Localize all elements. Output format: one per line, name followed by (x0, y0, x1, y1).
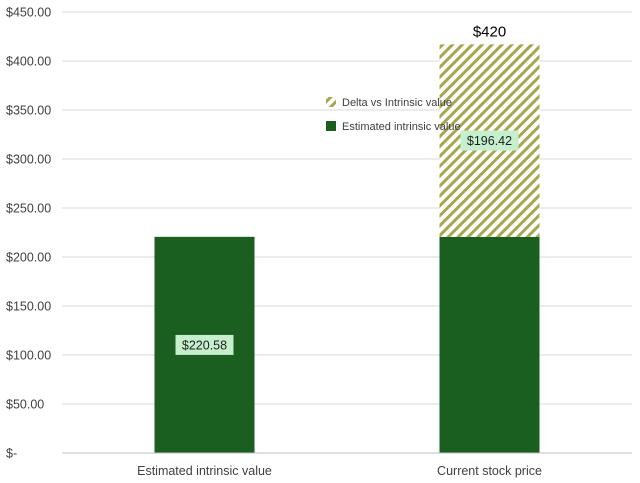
legend-swatch (326, 97, 336, 107)
data-labels: $220.58 $196.42 $420 (175, 23, 519, 355)
x-category-label: Current stock price (437, 464, 542, 478)
bar-segment (439, 236, 540, 453)
y-tick-label: $50.00 (6, 398, 44, 412)
y-tick-label: $- (6, 447, 17, 461)
data-label-background (175, 334, 234, 355)
y-tick-label: $450.00 (6, 6, 51, 20)
y-axis-ticks: $- $50.00 $100.00 $150.00 $200.00 $250.00 $300… (6, 6, 51, 461)
y-tick-label: $200.00 (6, 251, 51, 265)
y-tick-label: $300.00 (6, 153, 51, 167)
y-tick-label: $350.00 (6, 104, 51, 118)
y-tick-label: $400.00 (6, 55, 51, 69)
y-tick-label: $250.00 (6, 202, 51, 216)
legend-label: Estimated intrinsic value (342, 121, 461, 133)
total-label: $420 (473, 23, 506, 40)
legend-swatch (326, 121, 336, 131)
legend: Delta vs Intrinsic value Estimated intrin… (326, 97, 461, 133)
data-label-background (460, 130, 519, 151)
y-tick-label: $100.00 (6, 349, 51, 363)
x-axis-categories: Estimated intrinsic value Current stock p… (137, 464, 542, 478)
x-category-label: Estimated intrinsic value (137, 464, 272, 478)
legend-label: Delta vs Intrinsic value (342, 97, 452, 109)
gridlines (62, 11, 632, 405)
data-label: $220.58 (182, 338, 227, 352)
data-label: $196.42 (467, 134, 512, 148)
y-tick-label: $150.00 (6, 300, 51, 314)
